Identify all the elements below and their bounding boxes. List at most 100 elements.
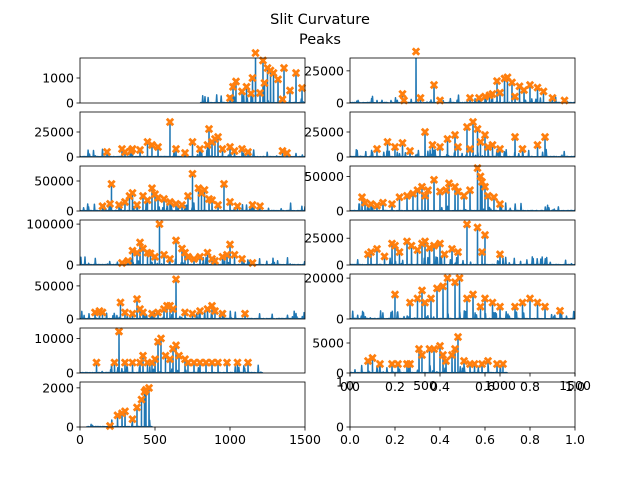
- peak-marker: [107, 179, 116, 189]
- peak-marker: [453, 142, 463, 152]
- peak-marker: [414, 344, 424, 354]
- y-tick-label: 1: [336, 375, 344, 390]
- peak-marker: [495, 199, 505, 209]
- peak-markers: [363, 332, 508, 369]
- peak-marker: [372, 244, 382, 254]
- y-tick-label: 1000: [42, 71, 74, 86]
- peak-marker: [297, 83, 307, 93]
- peak-marker: [420, 127, 430, 137]
- peak-marker: [143, 196, 152, 205]
- peak-marker: [228, 82, 238, 91]
- peak-marker: [189, 254, 199, 264]
- y-tick-label: 0: [66, 312, 74, 327]
- peak-marker: [483, 356, 493, 366]
- axes-frame: [79, 381, 306, 428]
- peak-marker: [476, 172, 485, 181]
- peak-marker: [291, 68, 301, 78]
- subplot-r4-c0: 0 50000: [34, 273, 306, 327]
- peak-marker: [128, 188, 137, 198]
- peak-marker: [420, 237, 430, 246]
- subplot-r1-c0: 0 25000: [34, 111, 306, 165]
- peak-marker: [150, 252, 160, 261]
- peak-marker: [144, 383, 154, 393]
- peak-marker: [423, 186, 433, 195]
- y-tick-label: 0: [66, 366, 74, 381]
- y-tick-label: 0: [336, 150, 344, 165]
- peak-marker: [242, 82, 251, 91]
- peak-marker: [539, 87, 548, 96]
- peak-marker: [470, 359, 479, 369]
- peak-marker: [480, 182, 490, 191]
- peak-marker: [435, 142, 445, 152]
- subplot-r2-c0: 0 50000: [34, 165, 306, 219]
- peak-marker: [468, 117, 478, 127]
- subplot-r5-c0: 0 10000: [34, 327, 306, 381]
- x-tick-label: 0: [76, 432, 84, 447]
- peak-marker: [447, 244, 457, 254]
- peak-marker: [135, 358, 145, 367]
- peak-markers: [105, 383, 154, 431]
- subplot-r1-c1: 0 25000: [304, 111, 576, 165]
- peak-marker: [477, 359, 487, 369]
- peak-marker: [269, 68, 278, 78]
- peak-marker: [132, 200, 142, 210]
- peak-marker: [222, 358, 232, 367]
- peak-marker: [495, 250, 505, 259]
- axes-frame: [349, 57, 576, 104]
- peak-marker: [360, 198, 370, 207]
- peak-marker: [230, 250, 239, 259]
- peak-marker: [426, 294, 436, 303]
- peak-marker: [174, 351, 184, 360]
- peak-marker: [533, 298, 542, 307]
- peak-marker: [518, 298, 527, 307]
- peak-marker: [233, 358, 242, 367]
- peak-marker: [120, 308, 130, 317]
- x-tick-label: 0.8: [520, 432, 540, 447]
- peak-marker: [156, 334, 166, 343]
- peak-marker: [416, 93, 425, 103]
- axes-frame: [349, 327, 576, 374]
- y-tick-label: 20000: [304, 271, 344, 286]
- peak-marker: [395, 193, 404, 202]
- peak-marker: [429, 175, 439, 184]
- peak-marker: [518, 144, 527, 154]
- peak-marker: [113, 411, 122, 420]
- axes-frame: [349, 165, 576, 212]
- peak-marker: [488, 298, 497, 307]
- peak-marker: [165, 254, 175, 264]
- peak-marker: [441, 186, 451, 195]
- axes-frame: [79, 165, 306, 212]
- peak-marker: [368, 353, 377, 363]
- peak-marker: [425, 243, 434, 253]
- subplot-r3-c1: 0 25000: [304, 219, 576, 273]
- peak-marker: [147, 140, 157, 150]
- peak-marker: [260, 78, 269, 88]
- peak-marker: [390, 290, 400, 299]
- peak-marker: [473, 124, 482, 134]
- peak-marker: [210, 256, 220, 266]
- peak-marker: [237, 144, 247, 154]
- peak-marker: [135, 238, 145, 247]
- peak-marker: [375, 359, 385, 369]
- peak-marker: [138, 308, 148, 317]
- peak-marker: [489, 193, 499, 202]
- peak-marker: [495, 302, 505, 311]
- peak-marker: [390, 241, 400, 250]
- peak-marker: [435, 239, 445, 248]
- peak-marker: [366, 199, 376, 209]
- peak-marker: [465, 186, 475, 195]
- overlap-x-tick-label: 0.2: [385, 379, 405, 394]
- peak-marker: [110, 358, 119, 367]
- peak-marker: [405, 146, 415, 156]
- peak-markers: [92, 327, 253, 367]
- peak-marker: [225, 197, 235, 207]
- peak-marker: [459, 356, 469, 366]
- peak-marker: [411, 47, 421, 56]
- peak-marker: [366, 247, 376, 257]
- peak-marker: [171, 144, 181, 154]
- peak-marker: [510, 302, 520, 311]
- peak-marker: [443, 134, 452, 144]
- y-tick-label: 0: [336, 96, 344, 111]
- peak-marker: [383, 137, 392, 147]
- axes-frame: [349, 381, 576, 428]
